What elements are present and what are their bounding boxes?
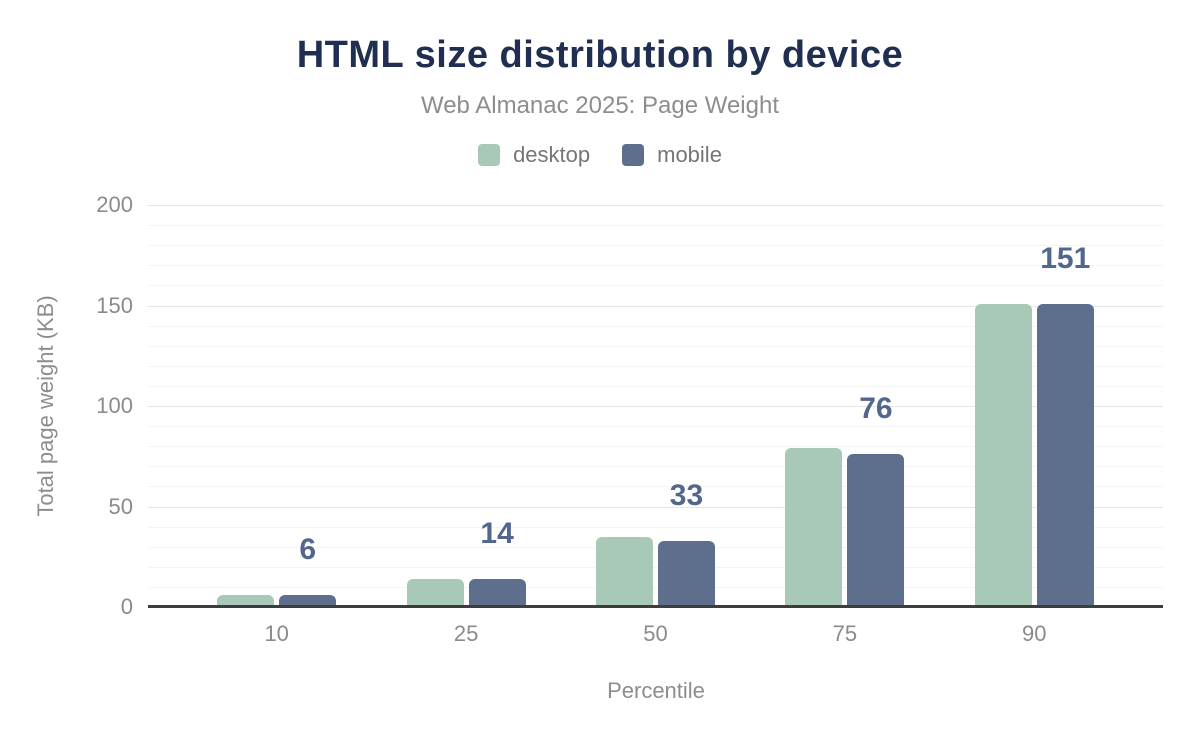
minor-gridline: [148, 586, 1163, 588]
legend-swatch-mobile: [622, 144, 645, 166]
minor-gridline: [148, 466, 1163, 468]
data-label-p90: 151: [1040, 241, 1091, 275]
major-gridline: [148, 506, 1163, 508]
bar-group-p75: 76: [750, 205, 939, 607]
bar-mobile-p50[interactable]: [657, 540, 715, 607]
x-tick-label: 25: [453, 621, 479, 646]
legend-item-desktop[interactable]: desktop: [478, 142, 590, 168]
bar-group-p25: 14: [371, 205, 560, 607]
y-tick-label: 150: [96, 292, 133, 318]
major-gridline: [148, 305, 1163, 307]
x-tick-label: 75: [832, 621, 858, 646]
data-label-p10: 6: [299, 532, 317, 566]
bar-desktop-p90[interactable]: [974, 303, 1032, 607]
y-tick-label: 50: [108, 493, 133, 519]
bar-mobile-p10[interactable]: [279, 594, 337, 607]
minor-gridline: [148, 546, 1163, 548]
x-tick-label: 10: [264, 621, 289, 646]
bar-desktop-p50[interactable]: [595, 536, 653, 607]
legend-swatch-desktop: [478, 144, 501, 166]
x-axis-title: Percentile: [607, 678, 705, 703]
minor-gridline: [148, 325, 1163, 327]
minor-gridline: [148, 566, 1163, 568]
data-label-p75: 76: [859, 392, 893, 426]
legend-item-mobile[interactable]: mobile: [622, 142, 722, 168]
y-tick-label: 0: [120, 594, 133, 619]
legend-label: desktop: [513, 142, 591, 167]
bar-mobile-p90[interactable]: [1036, 303, 1094, 607]
minor-gridline: [148, 225, 1163, 227]
bar-mobile-p75[interactable]: [847, 454, 905, 607]
legend-label: mobile: [657, 142, 722, 167]
minor-gridline: [148, 426, 1163, 428]
minor-gridline: [148, 285, 1163, 287]
data-label-p50: 33: [669, 478, 704, 512]
minor-gridline: [148, 245, 1163, 247]
bar-desktop-p10[interactable]: [217, 594, 275, 607]
minor-gridline: [148, 365, 1163, 367]
minor-gridline: [148, 486, 1163, 488]
legend: desktop mobile: [0, 142, 1200, 168]
data-label-p25: 14: [480, 516, 514, 550]
chart-title: HTML size distribution by device: [296, 34, 904, 76]
y-tick-label: 200: [96, 192, 133, 217]
y-tick-label: 100: [96, 393, 133, 418]
bar-group-p10: 6: [182, 205, 371, 607]
minor-gridline: [148, 265, 1163, 267]
chart-subtitle: Web Almanac 2025: Page Weight: [420, 92, 779, 119]
x-axis-baseline: [148, 605, 1163, 608]
minor-gridline: [148, 446, 1163, 448]
bar-desktop-p75[interactable]: [785, 448, 843, 607]
x-tick-label: 90: [1022, 621, 1047, 646]
plot-area: 6 14 33 76 151: [148, 205, 1163, 607]
major-gridline: [148, 406, 1163, 407]
minor-gridline: [148, 385, 1163, 387]
bar-desktop-p25[interactable]: [406, 578, 464, 607]
minor-gridline: [148, 526, 1163, 528]
bar-group-p50: 33: [561, 205, 750, 607]
bar-mobile-p25[interactable]: [468, 578, 526, 607]
x-tick-label: 50: [643, 621, 668, 646]
major-gridline: [148, 205, 1163, 206]
minor-gridline: [148, 345, 1163, 347]
bar-group-p90: 151: [940, 205, 1129, 607]
